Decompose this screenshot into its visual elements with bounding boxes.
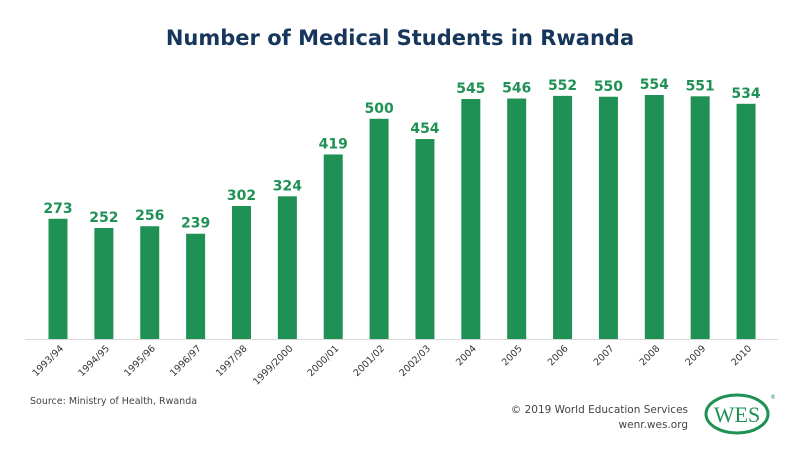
x-tick-label: 1993/94 xyxy=(30,343,66,379)
data-label: 239 xyxy=(181,216,210,232)
bar-2007 xyxy=(598,96,618,339)
x-tick-label: 1997/98 xyxy=(214,343,250,379)
bar-1993/94 xyxy=(48,218,68,339)
x-tick-label: 2000/01 xyxy=(306,343,342,379)
bar-2000/01 xyxy=(323,154,343,339)
x-tick-label: 2004 xyxy=(454,343,479,368)
data-label: 546 xyxy=(502,81,531,97)
data-label: 545 xyxy=(456,81,485,97)
data-label: 500 xyxy=(364,101,393,117)
x-tick-label: 1996/97 xyxy=(168,343,204,379)
bar-1999/2000 xyxy=(277,196,297,339)
data-label: 552 xyxy=(548,78,577,94)
wes-logo: WES ® xyxy=(704,393,775,435)
svg-text:WES: WES xyxy=(714,402,760,427)
credit: © 2019 World Education Services wenr.wes… xyxy=(511,403,688,433)
bar-2008 xyxy=(644,95,664,339)
bar-2005 xyxy=(507,98,527,339)
bar-1996/97 xyxy=(186,233,206,339)
data-label: 302 xyxy=(227,188,256,204)
x-tick-label: 2005 xyxy=(500,343,525,368)
bar-2009 xyxy=(690,96,710,340)
data-label: 551 xyxy=(686,78,715,94)
data-label: 419 xyxy=(319,136,348,152)
chart-title: Number of Medical Students in Rwanda xyxy=(165,26,635,50)
data-label: 256 xyxy=(135,208,164,224)
data-label: 534 xyxy=(731,86,760,102)
website-text: wenr.wes.org xyxy=(618,419,688,431)
data-label: 454 xyxy=(410,121,439,137)
data-label: 273 xyxy=(43,201,72,217)
bar-1994/95 xyxy=(94,228,114,339)
x-tick-label: 1999/2000 xyxy=(251,343,295,387)
bar-2002/03 xyxy=(415,139,435,339)
x-tick-label: 2007 xyxy=(592,343,617,368)
copyright-text: © 2019 World Education Services xyxy=(510,404,688,416)
bar-1995/96 xyxy=(140,226,160,339)
x-tick-label: 2002/03 xyxy=(397,343,433,379)
bar-2010 xyxy=(736,103,756,340)
x-tick-label: 2009 xyxy=(683,343,708,368)
source-note: Source: Ministry of Health, Rwanda xyxy=(30,396,198,407)
bar-2006 xyxy=(553,95,573,340)
bar-1997/98 xyxy=(231,205,251,339)
x-tick-label: 2010 xyxy=(729,343,754,368)
x-tick-label: 1994/95 xyxy=(76,343,112,379)
data-label: 550 xyxy=(594,79,623,95)
data-label: 252 xyxy=(89,210,118,226)
x-tick-label: 2001/02 xyxy=(352,343,388,379)
bar-2004 xyxy=(461,98,481,339)
data-label: 554 xyxy=(640,77,669,93)
data-label: 324 xyxy=(273,178,302,194)
x-tick-label: 2006 xyxy=(546,343,571,368)
svg-text:®: ® xyxy=(770,394,775,401)
bar-chart: 273 1993/94 252 1994/95 256 1995/96 239 1996/97… xyxy=(25,77,778,388)
x-tick-label: 1995/96 xyxy=(122,343,158,379)
bar-2001/02 xyxy=(369,118,389,340)
x-tick-label: 2008 xyxy=(638,343,663,368)
